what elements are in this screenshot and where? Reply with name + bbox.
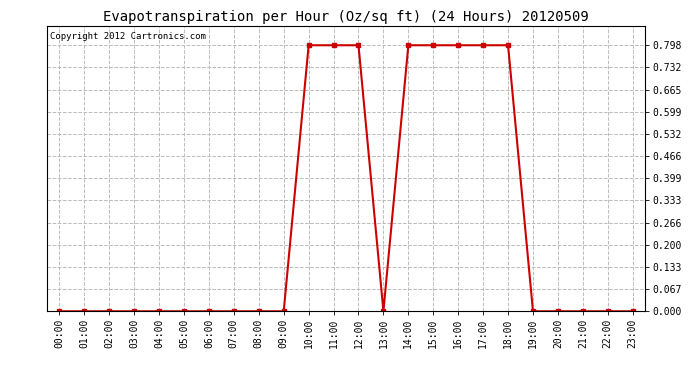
Text: Copyright 2012 Cartronics.com: Copyright 2012 Cartronics.com bbox=[50, 32, 206, 41]
Title: Evapotranspiration per Hour (Oz/sq ft) (24 Hours) 20120509: Evapotranspiration per Hour (Oz/sq ft) (… bbox=[104, 10, 589, 24]
